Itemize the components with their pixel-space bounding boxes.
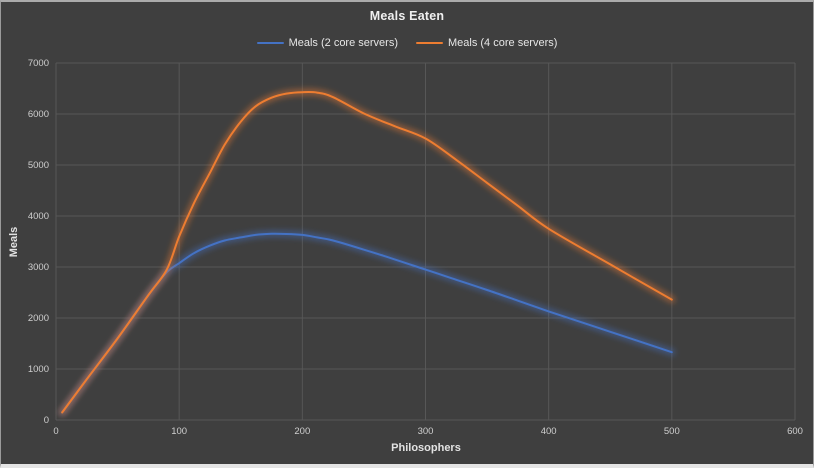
y-tick-label: 6000 <box>28 109 49 120</box>
y-tick-label: 5000 <box>28 160 49 171</box>
y-tick-label: 7000 <box>28 58 49 69</box>
y-tick-label: 0 <box>44 415 49 426</box>
legend: Meals (2 core servers) Meals (4 core ser… <box>1 37 813 49</box>
legend-item-2-core: Meals (2 core servers) <box>256 37 398 49</box>
y-tick-label: 4000 <box>28 211 49 222</box>
series-line-glow <box>58 230 676 416</box>
x-tick-label: 400 <box>541 426 557 437</box>
x-tick-label: 500 <box>664 426 680 437</box>
x-axis-title: Philosophers <box>391 442 461 454</box>
tick-labels: 0 100 200 300 400 500 600010002000300040005000… <box>28 58 803 437</box>
gridlines <box>55 62 796 421</box>
series-line <box>61 90 673 414</box>
y-tick-label: 1000 <box>28 364 49 375</box>
x-tick-label: 300 <box>418 426 434 437</box>
legend-swatch-2-core <box>256 42 284 44</box>
x-tick-label: 0 <box>53 426 58 437</box>
x-tick-label: 100 <box>171 426 187 437</box>
legend-swatch-4-core <box>416 42 443 44</box>
legend-label-4-core: Meals (4 core servers) <box>448 37 558 49</box>
legend-label-2-core: Meals (2 core servers) <box>288 37 398 49</box>
x-tick-label: 200 <box>294 426 310 437</box>
series-lines <box>58 88 676 416</box>
y-tick-label: 3000 <box>28 262 49 273</box>
x-tick-label: 600 <box>787 426 803 437</box>
legend-item-4-core: Meals (4 core servers) <box>416 37 557 49</box>
y-axis-title: Meals <box>8 226 20 258</box>
y-tick-label: 2000 <box>28 313 49 324</box>
chart-title: Meals Eaten <box>369 9 445 23</box>
